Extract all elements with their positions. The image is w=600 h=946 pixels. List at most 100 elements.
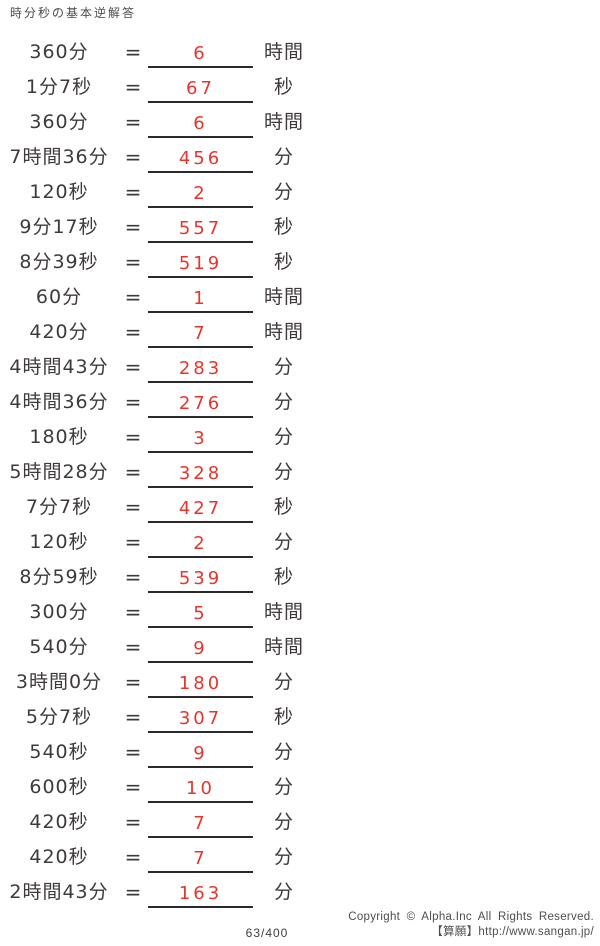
answer-field: 7 <box>148 813 253 838</box>
answer-value: 7 <box>193 848 208 869</box>
answer-field: 427 <box>148 498 253 523</box>
unit-label: 分 <box>273 146 294 168</box>
answer-field: 5 <box>148 603 253 628</box>
answer-field: 180 <box>148 673 253 698</box>
source-url: 【算願】http://www.sangan.jp/ <box>431 926 594 938</box>
answer-value: 283 <box>178 358 223 379</box>
question-text: 420分 <box>29 321 89 343</box>
problem-row: 4時間36分 = 276 分 <box>0 383 600 418</box>
question-text: 420秒 <box>29 846 89 868</box>
equals-sign: = <box>124 635 142 659</box>
answer-field: 10 <box>148 778 253 803</box>
answer-field: 6 <box>148 43 253 68</box>
unit-label: 分 <box>273 776 294 798</box>
unit-label: 分 <box>273 671 294 693</box>
equals-sign: = <box>124 810 142 834</box>
problem-row: 5時間28分 = 328 分 <box>0 453 600 488</box>
unit-label: 秒 <box>273 251 294 273</box>
equals-sign: = <box>124 285 142 309</box>
equals-sign: = <box>124 880 142 904</box>
answer-value: 10 <box>186 778 215 799</box>
unit-label: 分 <box>273 426 294 448</box>
unit-label: 分 <box>273 356 294 378</box>
unit-label: 時間 <box>263 601 304 623</box>
unit-label: 分 <box>273 461 294 483</box>
answer-field: 163 <box>148 883 253 908</box>
answer-value: 2 <box>193 183 208 204</box>
problem-row: 180秒 = 3 分 <box>0 418 600 453</box>
unit-label: 分 <box>273 181 294 203</box>
equals-sign: = <box>124 320 142 344</box>
answer-field: 7 <box>148 323 253 348</box>
question-text: 360分 <box>29 41 89 63</box>
equals-sign: = <box>124 215 142 239</box>
equals-sign: = <box>124 40 142 64</box>
equals-sign: = <box>124 110 142 134</box>
answer-field: 557 <box>148 218 253 243</box>
question-text: 3時間0分 <box>15 671 103 693</box>
question-text: 600秒 <box>29 776 89 798</box>
answer-field: 6 <box>148 113 253 138</box>
answer-field: 283 <box>148 358 253 383</box>
problem-row: 1分7秒 = 67 秒 <box>0 68 600 103</box>
question-text: 2時間43分 <box>9 881 109 903</box>
question-text: 60分 <box>35 286 83 308</box>
problem-list: 360分 = 6 時間 1分7秒 = 67 秒 360分 = 6 時間 7時間3… <box>0 33 600 908</box>
answer-field: 2 <box>148 183 253 208</box>
answer-value: 307 <box>178 708 223 729</box>
problem-row: 7時間36分 = 456 分 <box>0 138 600 173</box>
answer-value: 6 <box>193 113 208 134</box>
problem-row: 420秒 = 7 分 <box>0 803 600 838</box>
equals-sign: = <box>124 740 142 764</box>
equals-sign: = <box>124 355 142 379</box>
unit-label: 分 <box>273 881 294 903</box>
answer-field: 456 <box>148 148 253 173</box>
answer-field: 276 <box>148 393 253 418</box>
problem-row: 420秒 = 7 分 <box>0 838 600 873</box>
problem-row: 120秒 = 2 分 <box>0 523 600 558</box>
question-text: 180秒 <box>29 426 89 448</box>
unit-label: 秒 <box>273 706 294 728</box>
problem-row: 300分 = 5 時間 <box>0 593 600 628</box>
equals-sign: = <box>124 495 142 519</box>
problem-row: 7分7秒 = 427 秒 <box>0 488 600 523</box>
unit-label: 秒 <box>273 566 294 588</box>
answer-field: 539 <box>148 568 253 593</box>
equals-sign: = <box>124 530 142 554</box>
answer-value: 3 <box>193 428 208 449</box>
unit-label: 時間 <box>263 111 304 133</box>
answer-field: 328 <box>148 463 253 488</box>
answer-field: 9 <box>148 638 253 663</box>
answer-value: 180 <box>178 673 223 694</box>
answer-value: 7 <box>193 813 208 834</box>
question-text: 7時間36分 <box>9 146 109 168</box>
unit-label: 時間 <box>263 636 304 658</box>
answer-value: 1 <box>193 288 208 309</box>
equals-sign: = <box>124 705 142 729</box>
copyright-line: Copyright © Alpha.Inc All Rights Reserve… <box>348 911 594 923</box>
problem-row: 5分7秒 = 307 秒 <box>0 698 600 733</box>
problem-row: 360分 = 6 時間 <box>0 103 600 138</box>
answer-field: 3 <box>148 428 253 453</box>
unit-label: 分 <box>273 531 294 553</box>
question-text: 120秒 <box>29 531 89 553</box>
question-text: 8分39秒 <box>19 251 99 273</box>
problem-row: 9分17秒 = 557 秒 <box>0 208 600 243</box>
answer-value: 456 <box>178 148 223 169</box>
answer-field: 67 <box>148 78 253 103</box>
equals-sign: = <box>124 425 142 449</box>
question-text: 7分7秒 <box>25 496 93 518</box>
answer-value: 2 <box>193 533 208 554</box>
problem-row: 8分39秒 = 519 秒 <box>0 243 600 278</box>
answer-value: 67 <box>186 78 215 99</box>
equals-sign: = <box>124 180 142 204</box>
question-text: 420秒 <box>29 811 89 833</box>
answer-field: 2 <box>148 533 253 558</box>
answer-field: 1 <box>148 288 253 313</box>
problem-row: 420分 = 7 時間 <box>0 313 600 348</box>
answer-value: 427 <box>178 498 223 519</box>
question-text: 540分 <box>29 636 89 658</box>
equals-sign: = <box>124 600 142 624</box>
unit-label: 分 <box>273 741 294 763</box>
